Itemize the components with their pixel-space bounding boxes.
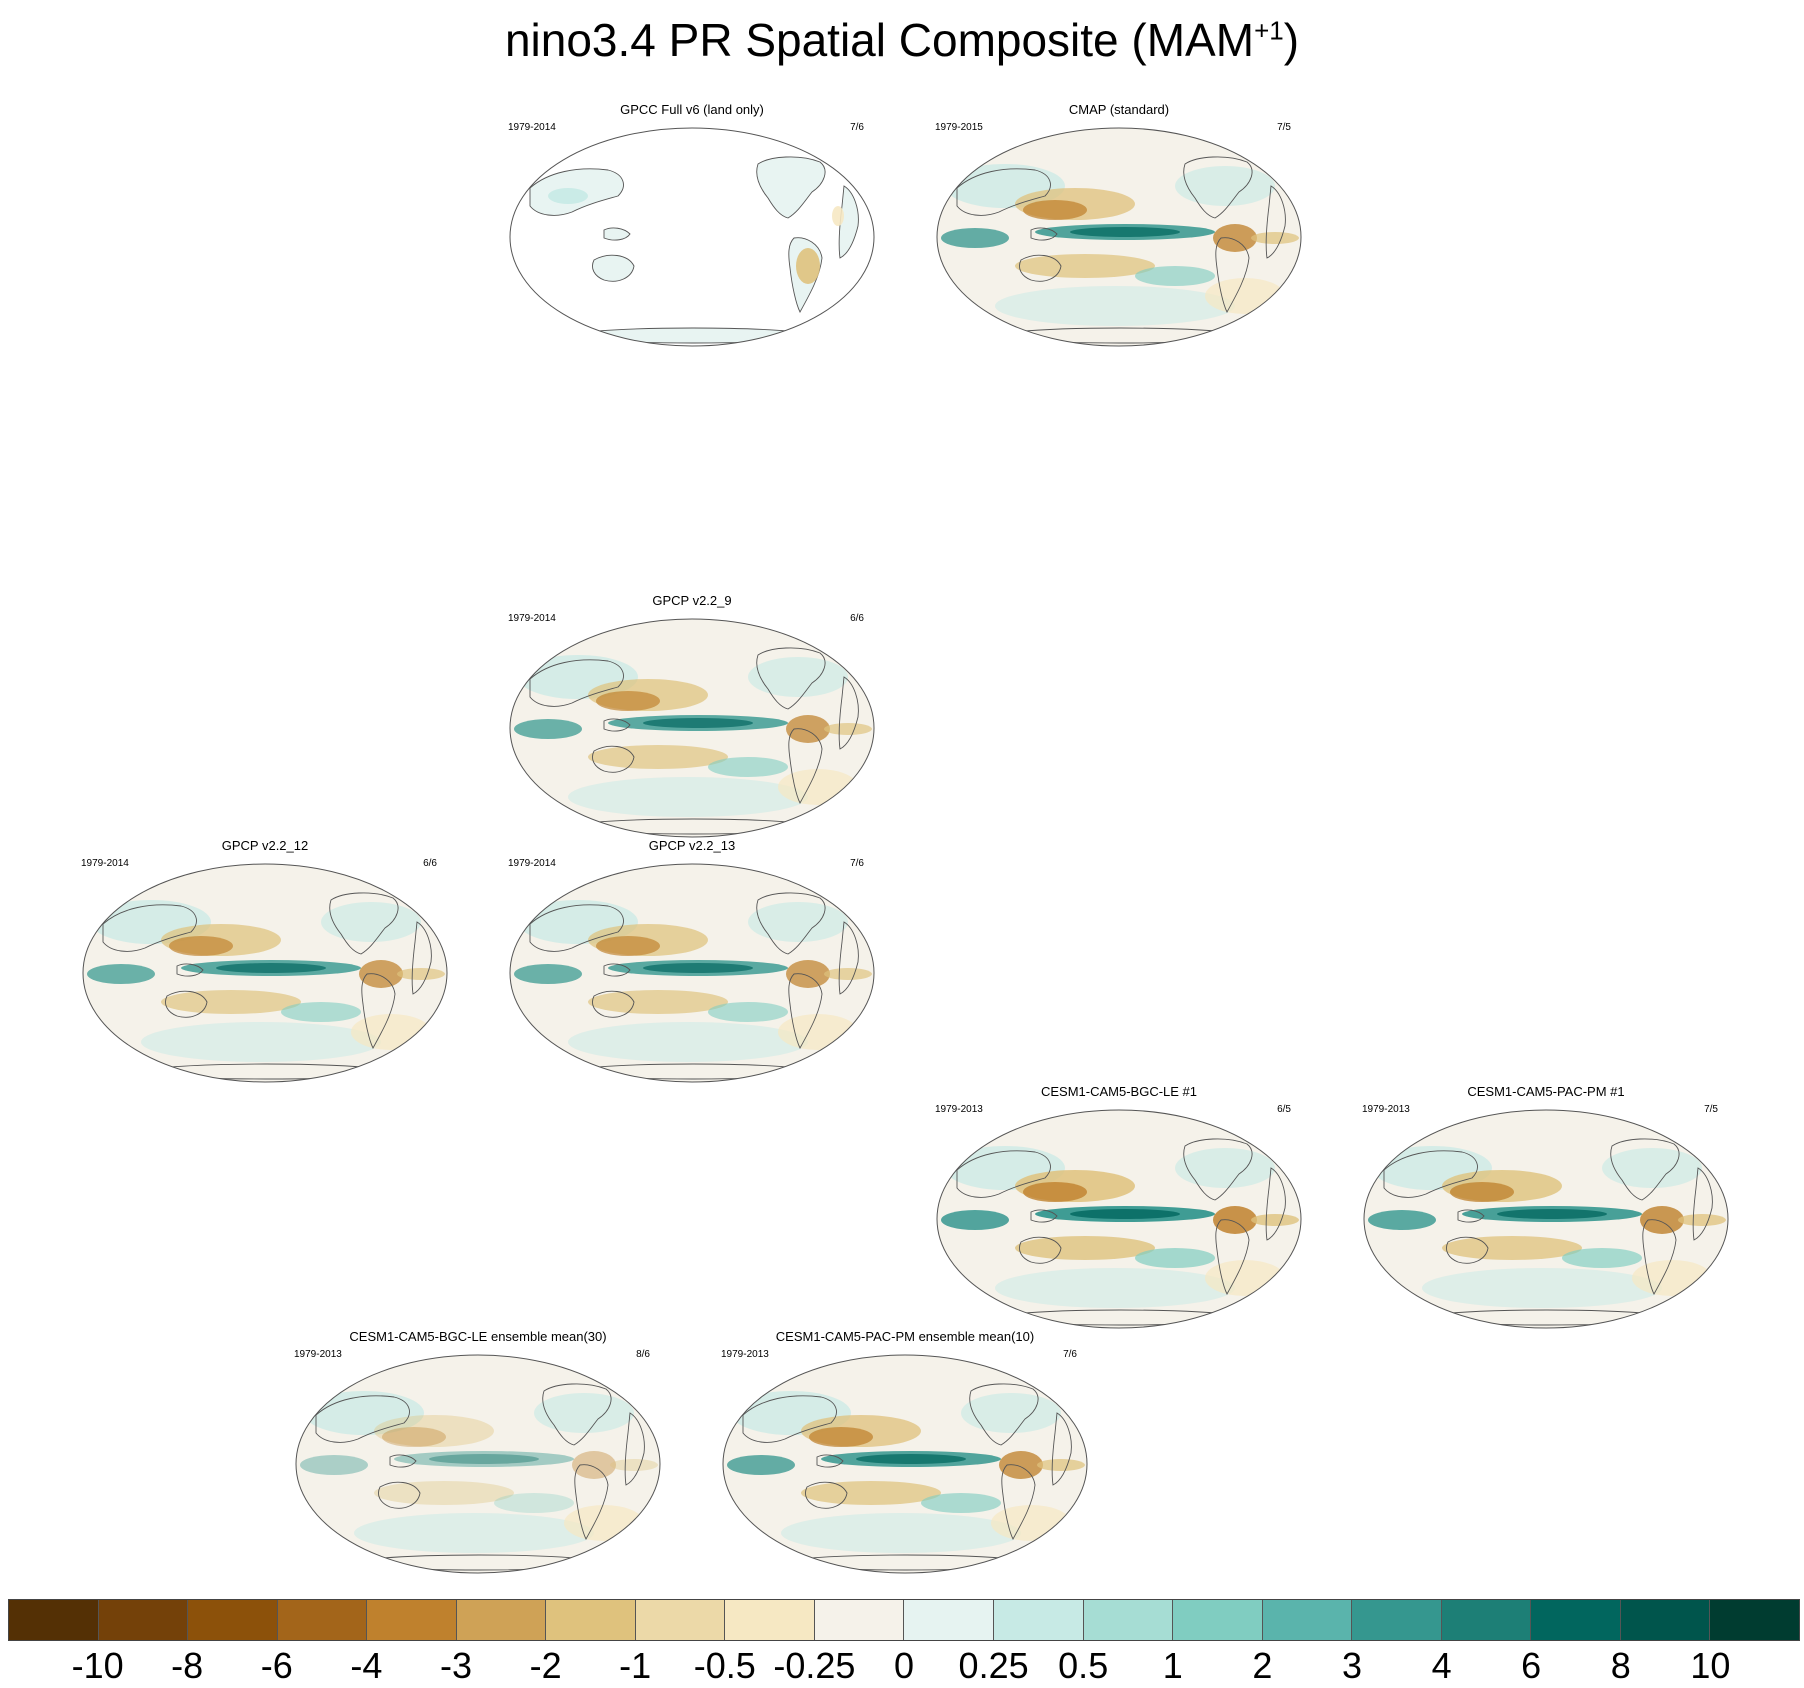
map-panel-bgcle1: CESM1-CAM5-BGC-LE #1 1979-2013 6/5 xyxy=(933,1084,1305,1332)
world-map xyxy=(722,1354,1088,1574)
panel-ratio: 7/5 xyxy=(1704,1104,1718,1115)
colorbar-tick-label: -8 xyxy=(171,1645,204,1686)
panel-ratio: 6/5 xyxy=(1277,1104,1291,1115)
world-map xyxy=(936,127,1302,347)
colorbar-swatch xyxy=(904,1600,995,1640)
panel-years: 1979-2014 xyxy=(508,122,556,133)
panel-title: CESM1-CAM5-BGC-LE ensemble mean(30) xyxy=(349,1329,607,1344)
map-panel-gpcp12: GPCP v2.2_12 1979-2014 6/6 xyxy=(79,838,451,1086)
colorbar-tick-label: 8 xyxy=(1610,1645,1631,1686)
colorbar-tick-label: 6 xyxy=(1521,1645,1542,1686)
colorbar-swatch xyxy=(367,1600,457,1640)
panel-years: 1979-2013 xyxy=(721,1349,769,1360)
panel-title: CESM1-CAM5-PAC-PM #1 xyxy=(1467,1084,1625,1099)
map-panel-bgcle-ensemble: CESM1-CAM5-BGC-LE ensemble mean(30) 1979… xyxy=(292,1329,664,1577)
world-map xyxy=(509,618,875,838)
panel-years: 1979-2014 xyxy=(508,858,556,869)
colorbar-swatch xyxy=(277,1600,368,1640)
world-map xyxy=(509,127,875,347)
panel-ratio: 8/6 xyxy=(636,1349,650,1360)
colorbar-tick-label: 10 xyxy=(1690,1645,1731,1686)
panel-title: GPCP v2.2_13 xyxy=(648,838,736,853)
world-map xyxy=(295,1354,661,1574)
colorbar-tick-label: -0.5 xyxy=(693,1645,756,1686)
colorbar-tick-label: -10 xyxy=(71,1645,124,1686)
panel-years: 1979-2015 xyxy=(935,122,983,133)
colorbar-swatch xyxy=(456,1600,547,1640)
colorbar-swatch xyxy=(1620,1600,1711,1640)
colorbar-tick-label: 4 xyxy=(1431,1645,1452,1686)
colorbar-tick-label: 0 xyxy=(893,1645,915,1686)
map-panel-gpcp9: GPCP v2.2_9 1979-2014 6/6 xyxy=(506,593,878,841)
colorbar-swatch xyxy=(1262,1600,1353,1640)
map-panel-pacpm-ensemble: CESM1-CAM5-PAC-PM ensemble mean(10) 1979… xyxy=(719,1329,1091,1577)
world-map xyxy=(509,863,875,1083)
map-panel-gpcp13: GPCP v2.2_13 1979-2014 7/6 xyxy=(506,838,878,1086)
colorbar-tick-label: -1 xyxy=(619,1645,652,1686)
panel-years: 1979-2013 xyxy=(1362,1104,1410,1115)
world-map xyxy=(936,1109,1302,1329)
colorbar-swatch xyxy=(994,1600,1084,1640)
colorbar-tick-label: 2 xyxy=(1252,1645,1273,1686)
panel-title: CMAP (standard) xyxy=(1068,102,1170,117)
panel-ratio: 7/6 xyxy=(850,122,864,133)
colorbar-tick-label: 1 xyxy=(1162,1645,1183,1686)
colorbar-tick-label: -6 xyxy=(260,1645,293,1686)
panel-ratio: 6/6 xyxy=(423,858,437,869)
panel-years: 1979-2013 xyxy=(294,1349,342,1360)
panel-ratio: 6/6 xyxy=(850,613,864,624)
colorbar-swatch xyxy=(9,1600,99,1640)
colorbar-tick-label: -2 xyxy=(529,1645,562,1686)
panel-title: GPCP v2.2_12 xyxy=(221,838,309,853)
colorbar-swatch xyxy=(1710,1600,1799,1640)
colorbar-tick-label: -3 xyxy=(439,1645,473,1686)
colorbar-tick-label: -0.25 xyxy=(773,1645,856,1686)
map-panel-gpcc: GPCC Full v6 (land only) 1979-2014 7/6 xyxy=(506,102,878,350)
panel-title: GPCP v2.2_9 xyxy=(652,593,732,608)
colorbar-swatch xyxy=(1352,1600,1442,1640)
colorbar-swatch xyxy=(725,1600,815,1640)
panel-years: 1979-2014 xyxy=(508,613,556,624)
colorbar-tick-label: -4 xyxy=(350,1645,383,1686)
colorbar-swatch xyxy=(188,1600,278,1640)
panel-ratio: 7/6 xyxy=(850,858,864,869)
colorbar-tick-label: 0.5 xyxy=(1058,1645,1109,1686)
panel-title: GPCC Full v6 (land only) xyxy=(620,102,764,117)
map-panel-cmap: CMAP (standard) 1979-2015 7/5 xyxy=(933,102,1305,350)
colorbar-swatch xyxy=(1173,1600,1263,1640)
panel-title: CESM1-CAM5-PAC-PM ensemble mean(10) xyxy=(775,1329,1035,1344)
panel-ratio: 7/5 xyxy=(1277,122,1291,133)
colorbar-swatch xyxy=(1441,1600,1532,1640)
colorbar-swatch xyxy=(98,1600,189,1640)
colorbar-tick-label: 0.25 xyxy=(958,1645,1029,1686)
map-panel-pacpm1: CESM1-CAM5-PAC-PM #1 1979-2013 7/5 xyxy=(1360,1084,1732,1332)
colorbar-swatch xyxy=(1531,1600,1621,1640)
colorbar-swatch xyxy=(635,1600,726,1640)
panel-years: 1979-2013 xyxy=(935,1104,983,1115)
colorbar-swatch xyxy=(814,1600,905,1640)
panel-ratio: 7/6 xyxy=(1063,1349,1077,1360)
figure-title-superscript: +1 xyxy=(1254,15,1284,46)
colorbar-swatch xyxy=(546,1600,636,1640)
world-map xyxy=(82,863,448,1083)
colorbar-swatch xyxy=(1083,1600,1174,1640)
panel-title: CESM1-CAM5-BGC-LE #1 xyxy=(1040,1084,1198,1099)
colorbar xyxy=(8,1599,1800,1641)
world-map xyxy=(1363,1109,1729,1329)
colorbar-tick-label: 3 xyxy=(1341,1645,1363,1686)
figure-title: nino3.4 PR Spatial Composite (MAM+1) xyxy=(504,14,1300,66)
panel-years: 1979-2014 xyxy=(81,858,129,869)
